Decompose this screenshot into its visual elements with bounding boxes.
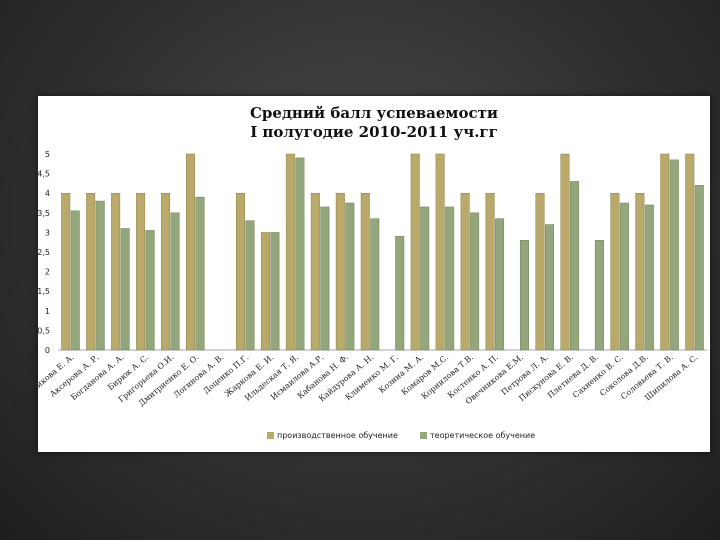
bar-production [535,192,545,351]
bar-production [335,192,345,351]
bar-production [635,192,645,351]
bar-production [460,192,470,351]
y-tick-label: 1 [45,307,50,316]
bar-theory [545,224,554,351]
legend-label-production: производственное обучение [277,431,398,440]
y-tick-label: 2 [45,268,50,277]
y-tick-label: 4 [45,189,50,198]
bar-production [410,153,420,351]
bar-theory [569,181,579,351]
bar-production [485,192,495,351]
y-tick-label: 5 [45,150,50,159]
bar-production [260,232,270,351]
bar-production [435,153,445,351]
bar-theory [170,212,180,351]
bar-production [111,192,121,351]
bar-theory [520,239,530,351]
bar-production [685,153,695,351]
bar-theory [145,230,155,351]
bar-production [61,192,71,351]
bar-theory [95,200,105,351]
bar-theory [495,218,505,351]
bar-production [560,153,570,351]
bar-production [136,192,146,351]
y-tick-label: 3,5 [37,209,50,218]
y-tick-label: 3 [45,228,50,237]
bar-theory [594,239,604,351]
chart-title-line-2: I полугодие 2010-2011 уч.гг [250,123,498,141]
bar-theory [345,202,355,351]
bar-production [235,192,245,351]
bar-theory [420,206,430,351]
bar-theory [395,236,405,351]
bar-theory [669,159,679,351]
y-tick-label: 0 [45,346,50,355]
bar-production [660,153,670,351]
legend-swatch-production [267,432,274,439]
bar-production [360,192,370,351]
bar-production [310,192,320,351]
bar-production [285,153,295,351]
bar-production [610,192,620,351]
bar-production [161,192,171,351]
bar-theory [694,185,704,351]
legend-label-theory: теоретическое обучение [430,431,535,440]
bar-theory [270,232,280,351]
y-tick-label: 2,5 [37,248,50,257]
legend-swatch-theory [420,432,427,439]
bar-theory [445,206,455,351]
bar-theory [245,220,255,351]
bar-theory [120,228,130,351]
chart-title: Средний балл успеваемости I полугодие 20… [38,104,710,142]
bar-theory [70,210,80,351]
bar-theory [295,157,305,351]
bar-theory [470,212,480,351]
bar-theory [644,204,654,351]
chart-title-line-1: Средний балл успеваемости [249,104,499,122]
bar-theory [320,206,330,351]
y-tick-label: 4,5 [37,170,50,179]
bar-production [186,153,196,351]
bar-theory [370,218,380,351]
bar-production [86,192,96,351]
bar-theory [195,196,205,351]
bar-theory [619,202,629,351]
y-tick-label: 0,5 [37,326,50,335]
y-tick-label: 1,5 [37,287,50,296]
